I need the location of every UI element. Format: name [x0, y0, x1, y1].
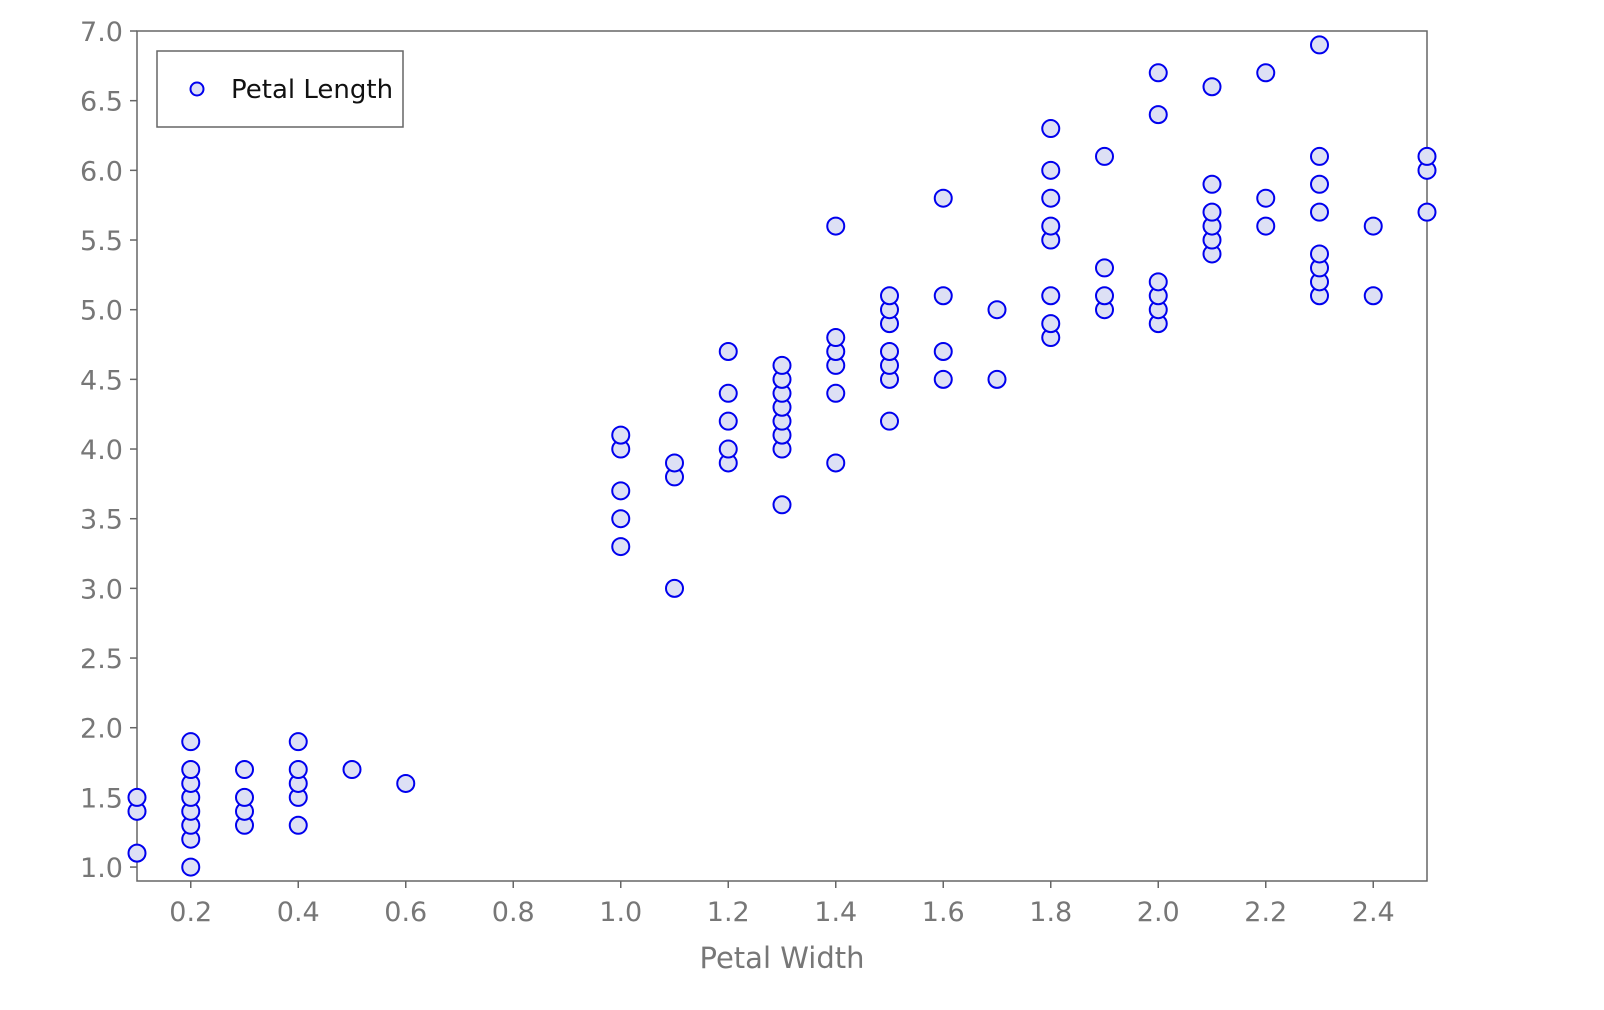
data-point	[933, 341, 953, 361]
data-point	[288, 815, 308, 835]
data-point	[826, 383, 846, 403]
data-point	[933, 286, 953, 306]
data-point	[342, 760, 362, 780]
x-axis: 0.2 0.4 0.6 0.8 1.0 1.2 1.4 1.6 1.8 2.0 2.2 2.4	[169, 881, 1395, 928]
x-tick-label: 1.0	[599, 897, 642, 928]
y-tick-label: 2.0	[80, 714, 123, 745]
data-point	[987, 369, 1007, 389]
data-point	[1041, 216, 1061, 236]
data-point	[772, 495, 792, 515]
data-point	[611, 425, 631, 445]
data-point	[665, 578, 684, 598]
data-point	[1202, 174, 1222, 194]
data-point	[880, 411, 899, 431]
data-point	[611, 481, 631, 501]
data-point	[1363, 216, 1383, 236]
y-axis: 1.0 1.5 2.0 2.5 3.0 3.5 4.0 4.5 5.0 5.5 6.0 6.5 7.0	[80, 17, 137, 884]
data-point	[1310, 174, 1329, 194]
data-point	[826, 328, 846, 348]
data-point	[127, 843, 147, 863]
x-axis-title: Petal Width	[700, 941, 865, 975]
data-point	[1095, 258, 1114, 278]
data-point	[1256, 216, 1276, 236]
x-tick-label: 0.2	[169, 897, 212, 928]
y-tick-label: 3.0	[80, 574, 123, 605]
y-tick-label: 6.0	[80, 156, 123, 187]
data-point	[933, 188, 953, 208]
legend: Petal Length	[156, 50, 404, 128]
data-point	[880, 341, 899, 361]
y-tick-label: 5.0	[80, 296, 123, 327]
x-tick-label: 2.4	[1352, 897, 1395, 928]
data-point	[1417, 202, 1437, 222]
data-points	[127, 35, 1437, 877]
data-point	[127, 787, 147, 807]
data-point	[1310, 244, 1329, 264]
data-point	[665, 453, 684, 473]
legend-label: Petal Length	[231, 75, 393, 105]
y-tick-label: 6.5	[80, 87, 123, 118]
data-point	[826, 453, 846, 473]
y-tick-label: 5.5	[80, 226, 123, 257]
y-tick-label: 4.0	[80, 435, 123, 466]
data-point	[718, 341, 738, 361]
data-point	[1041, 188, 1061, 208]
x-tick-label: 1.8	[1029, 897, 1072, 928]
x-tick-label: 0.6	[384, 897, 427, 928]
data-point	[1310, 146, 1329, 166]
data-point	[1041, 314, 1061, 334]
data-point	[1256, 188, 1276, 208]
data-point	[1256, 63, 1276, 83]
data-point	[933, 369, 953, 389]
data-point	[826, 216, 846, 236]
data-point	[1041, 286, 1061, 306]
y-tick-label: 1.5	[80, 783, 123, 814]
data-point	[396, 773, 416, 793]
data-point	[987, 300, 1007, 320]
data-point	[181, 732, 201, 752]
data-point	[1148, 63, 1168, 83]
x-tick-label: 1.4	[814, 897, 857, 928]
data-point	[718, 439, 738, 459]
legend-marker-icon	[189, 81, 205, 97]
data-point	[235, 760, 254, 780]
data-point	[288, 732, 308, 752]
data-point	[611, 509, 631, 529]
data-point	[1095, 286, 1114, 306]
data-point	[772, 355, 792, 375]
data-point	[1310, 202, 1329, 222]
data-point	[1095, 146, 1114, 166]
data-point	[1148, 272, 1168, 292]
data-point	[880, 286, 899, 306]
data-point	[1202, 202, 1222, 222]
data-point	[1041, 119, 1061, 139]
data-point	[1363, 286, 1383, 306]
data-point	[718, 411, 738, 431]
data-point	[611, 537, 631, 557]
data-point	[1310, 35, 1329, 55]
x-tick-label: 1.6	[922, 897, 965, 928]
data-point	[1417, 146, 1437, 166]
data-point	[181, 760, 201, 780]
x-tick-label: 2.2	[1244, 897, 1287, 928]
data-point	[288, 760, 308, 780]
x-tick-label: 0.4	[277, 897, 320, 928]
y-tick-label: 3.5	[80, 505, 123, 536]
data-point	[1041, 160, 1061, 180]
y-tick-label: 4.5	[80, 365, 123, 396]
x-tick-label: 0.8	[492, 897, 535, 928]
data-point	[235, 787, 254, 807]
y-tick-label: 2.5	[80, 644, 123, 675]
data-point	[718, 383, 738, 403]
data-point	[181, 857, 201, 877]
data-point	[1148, 105, 1168, 125]
y-tick-label: 7.0	[80, 17, 123, 48]
y-tick-label: 1.0	[80, 853, 123, 884]
x-tick-label: 1.2	[707, 897, 750, 928]
x-tick-label: 2.0	[1137, 897, 1180, 928]
data-point	[1202, 77, 1222, 97]
